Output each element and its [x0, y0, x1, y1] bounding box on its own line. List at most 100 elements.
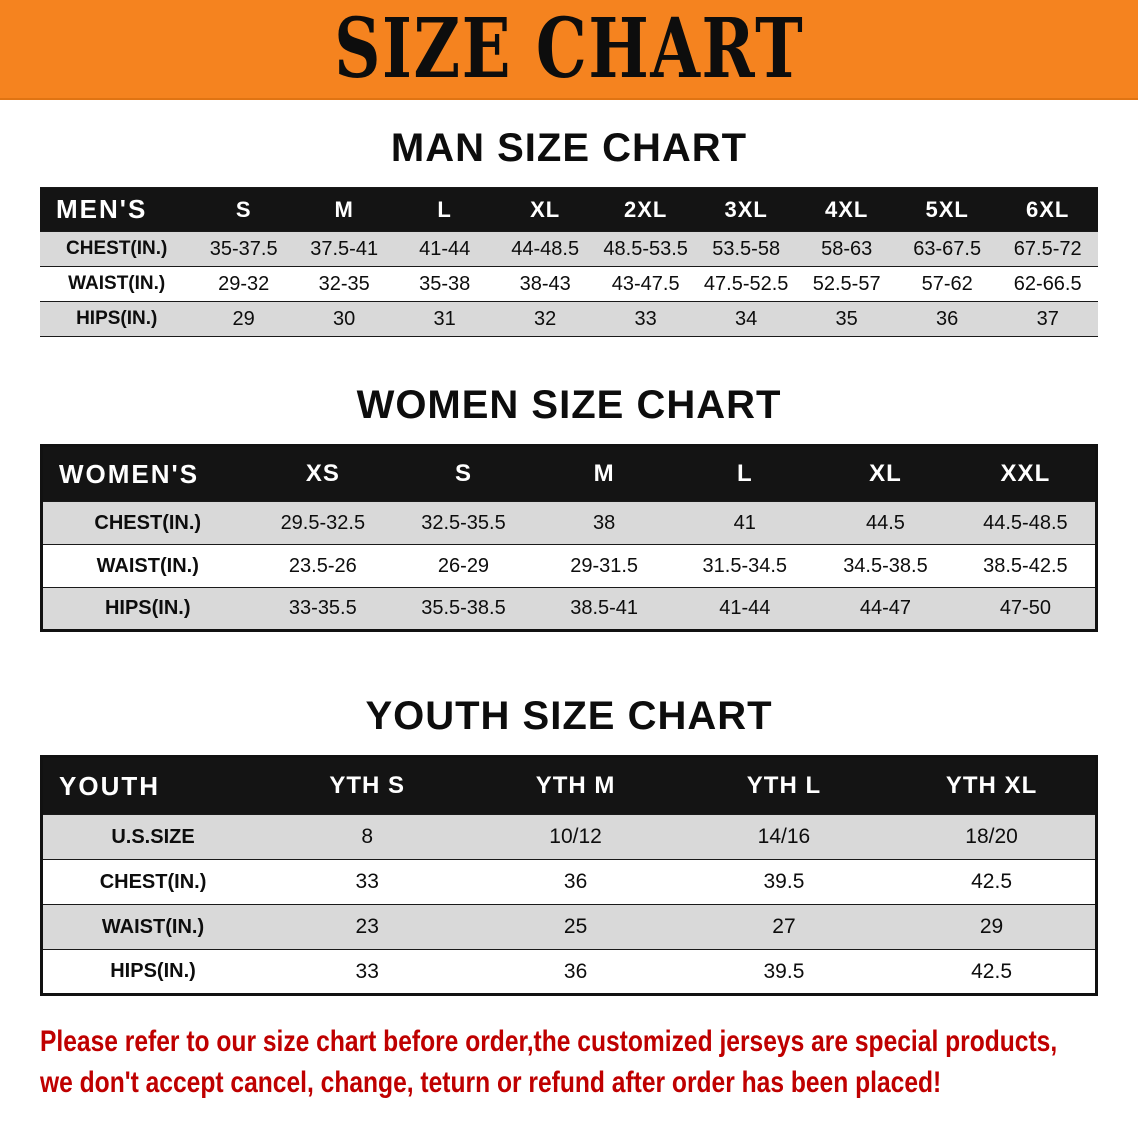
size-header-cell: XL — [530, 196, 561, 222]
size-header-cell: YTH M — [535, 772, 616, 799]
size-value-cell: 44-47 — [815, 587, 956, 631]
size-value-cell: 36 — [471, 949, 680, 995]
measurement-label-cell: WAIST(IN.) — [41, 544, 253, 588]
size-header-cell: 5XL — [925, 196, 969, 222]
size-value-cell: 38.5-42.5 — [955, 544, 1097, 588]
size-value-cell: 53.5-58 — [695, 231, 797, 267]
size-value-cell: 47.5-52.5 — [695, 266, 797, 302]
measurement-label-cell: CHEST(IN.) — [40, 231, 194, 267]
size-header-cell: 6XL — [1026, 196, 1070, 222]
size-value-cell: 44-48.5 — [494, 231, 596, 267]
size-header-cell: YTH XL — [945, 772, 1038, 799]
size-value-cell: 32-35 — [293, 266, 395, 302]
table-row: CHEST(IN.) 35-37.5 37.5-41 41-44 44-48.5 48.5… — [40, 231, 1098, 267]
size-value-cell: 44.5-48.5 — [955, 501, 1097, 545]
size-header-cell: L — [437, 196, 452, 222]
size-header-cell: S — [235, 196, 252, 222]
size-header-cell: YTH L — [746, 772, 822, 799]
size-value-cell: 27 — [679, 904, 889, 950]
man-section-heading: MAN SIZE CHART — [390, 126, 748, 170]
measurement-label-cell: HIPS(IN.) — [40, 301, 194, 337]
size-value-cell: 18/20 — [888, 814, 1097, 860]
size-value-cell: 34 — [695, 301, 797, 337]
women-section-heading: WOMEN SIZE CHART — [356, 383, 782, 427]
size-value-cell: 31 — [394, 301, 495, 337]
table-header-row: WOMEN'S XS S M L XL XXL — [41, 445, 1097, 502]
size-value-cell: 35-37.5 — [193, 231, 294, 267]
size-value-cell: 39.5 — [679, 859, 889, 905]
size-header-cell: M — [593, 460, 615, 487]
size-value-cell: 30 — [293, 301, 395, 337]
banner-title: SIZE CHART — [333, 1, 804, 97]
table-header-row: MEN'S S M L XL 2XL 3XL 4XL 5XL 6XL — [40, 187, 1098, 232]
table-row: U.S.SIZE 8 10/12 14/16 18/20 — [41, 814, 1097, 860]
size-value-cell: 58-63 — [796, 231, 897, 267]
size-value-cell: 57-62 — [896, 266, 998, 302]
size-value-cell: 29 — [193, 301, 294, 337]
disclaimer-line-2: we don't accept cancel, change, teturn o… — [40, 1065, 942, 1099]
size-value-cell: 35.5-38.5 — [393, 587, 534, 631]
size-value-cell: 23.5-26 — [252, 544, 394, 588]
size-value-cell: 29 — [888, 904, 1097, 950]
size-value-cell: 62-66.5 — [997, 266, 1098, 302]
size-value-cell: 34.5-38.5 — [815, 544, 956, 588]
table-row: HIPS(IN.) 33-35.5 35.5-38.5 38.5-41 41-44 44-… — [41, 587, 1097, 631]
size-header-cell: M — [334, 196, 354, 222]
men-size-table: MEN'S S M L XL 2XL 3XL 4XL 5XL 6XL CHEST(IN.) 35-37… — [40, 187, 1098, 337]
size-value-cell: 43-47.5 — [595, 266, 696, 302]
table-row: WAIST(IN.) 23.5-26 26-29 29-31.5 31.5-34.5 34… — [41, 544, 1097, 588]
size-value-cell: 48.5-53.5 — [595, 231, 696, 267]
size-value-cell: 38.5-41 — [533, 587, 675, 631]
size-value-cell: 37 — [997, 301, 1098, 337]
youth-section-heading: YOUTH SIZE CHART — [365, 694, 773, 738]
measurement-label-cell: CHEST(IN.) — [41, 859, 264, 905]
table-group-label-cell: WOMEN'S — [59, 458, 200, 489]
disclaimer-line-1: Please refer to our size chart before or… — [40, 1025, 1058, 1058]
size-header-cell: XXL — [1000, 460, 1051, 487]
size-header-cell: XS — [305, 460, 340, 487]
size-value-cell: 29.5-32.5 — [252, 501, 394, 545]
disclaimer-text: Please refer to our size chart before or… — [0, 1022, 1138, 1103]
size-value-cell: 35 — [796, 301, 897, 337]
size-header-cell: L — [736, 460, 753, 487]
youth-size-table: YOUTH YTH S YTH M YTH L YTH XL U.S.SIZE 8 10/12… — [40, 755, 1098, 996]
table-row: HIPS(IN.) 29 30 31 32 33 34 35 36 37 — [40, 301, 1098, 337]
measurement-label-cell: HIPS(IN.) — [41, 587, 253, 631]
size-header-cell: 4XL — [824, 196, 869, 222]
size-value-cell: 37.5-41 — [293, 231, 395, 267]
size-value-cell: 35-38 — [394, 266, 495, 302]
size-value-cell: 63-67.5 — [896, 231, 998, 267]
size-header-cell: 2XL — [623, 196, 668, 222]
size-value-cell: 38 — [533, 501, 675, 545]
size-value-cell: 39.5 — [679, 949, 889, 995]
size-value-cell: 52.5-57 — [796, 266, 897, 302]
size-value-cell: 41-44 — [674, 587, 816, 631]
size-value-cell: 42.5 — [888, 949, 1097, 995]
size-header-cell: S — [454, 460, 472, 487]
size-value-cell: 29-31.5 — [533, 544, 675, 588]
size-value-cell: 36 — [471, 859, 680, 905]
size-value-cell: 32.5-35.5 — [393, 501, 534, 545]
size-value-cell: 47-50 — [955, 587, 1097, 631]
table-row: WAIST(IN.) 29-32 32-35 35-38 38-43 43-47.5 47.… — [40, 266, 1098, 302]
measurement-label-cell: WAIST(IN.) — [41, 904, 264, 950]
size-value-cell: 67.5-72 — [997, 231, 1098, 267]
women-size-table: WOMEN'S XS S M L XL XXL CHEST(IN.) 29.5-32.5 32.5… — [40, 444, 1098, 632]
size-chart-banner: SIZE CHART — [0, 0, 1138, 100]
table-group-label-cell: MEN'S — [56, 194, 148, 224]
size-header-cell: YTH S — [329, 772, 406, 799]
measurement-label-cell: U.S.SIZE — [41, 814, 264, 860]
size-value-cell: 26-29 — [393, 544, 534, 588]
size-value-cell: 33 — [263, 949, 472, 995]
size-value-cell: 29-32 — [193, 266, 294, 302]
size-header-cell: 3XL — [724, 196, 768, 222]
size-value-cell: 36 — [896, 301, 998, 337]
table-row: CHEST(IN.) 29.5-32.5 32.5-35.5 38 41 44.5 44.5… — [41, 501, 1097, 545]
table-row: CHEST(IN.) 33 36 39.5 42.5 — [41, 859, 1097, 905]
size-value-cell: 33-35.5 — [252, 587, 394, 631]
size-value-cell: 14/16 — [679, 814, 889, 860]
size-value-cell: 23 — [263, 904, 472, 950]
size-value-cell: 41 — [674, 501, 816, 545]
size-value-cell: 38-43 — [494, 266, 596, 302]
table-header-row: YOUTH YTH S YTH M YTH L YTH XL — [41, 756, 1097, 815]
